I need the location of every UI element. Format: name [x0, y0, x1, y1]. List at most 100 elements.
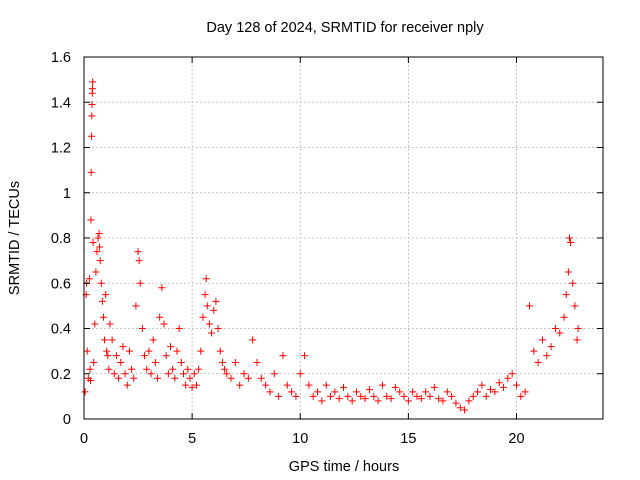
data-point	[574, 325, 582, 332]
data-point	[115, 374, 123, 382]
data-point	[141, 352, 149, 360]
data-point	[370, 392, 378, 400]
data-point	[465, 397, 473, 405]
data-point	[123, 381, 131, 389]
data-point	[573, 336, 581, 344]
data-point	[88, 85, 96, 93]
data-point	[383, 392, 391, 400]
data-point	[160, 320, 168, 328]
data-point	[169, 365, 177, 373]
y-tick-label: 1.4	[51, 95, 71, 111]
data-point	[83, 347, 91, 355]
data-point	[513, 381, 520, 389]
data-point	[413, 392, 421, 400]
data-point	[309, 392, 317, 400]
data-point	[88, 132, 96, 140]
y-tick-label: 1.2	[51, 141, 71, 157]
data-point	[556, 329, 564, 337]
data-point	[292, 392, 300, 400]
data-point	[201, 291, 209, 299]
data-point	[547, 343, 555, 351]
data-point	[305, 381, 313, 389]
data-point	[327, 392, 335, 400]
data-point	[179, 370, 187, 378]
data-point	[565, 234, 573, 242]
data-point	[560, 313, 568, 321]
data-point	[154, 374, 162, 382]
data-point	[195, 365, 203, 373]
data-point	[551, 325, 559, 332]
data-point	[125, 347, 133, 355]
data-point	[517, 392, 525, 400]
data-point	[95, 229, 103, 237]
data-point	[182, 381, 190, 389]
data-point	[164, 370, 172, 378]
data-point	[474, 388, 482, 396]
data-point	[314, 388, 322, 396]
data-point	[177, 358, 185, 366]
data-point	[121, 370, 129, 378]
data-point	[101, 336, 109, 344]
data-point	[491, 388, 499, 396]
y-tick-label: 0.4	[51, 322, 71, 338]
data-point	[571, 302, 579, 310]
data-point	[495, 379, 503, 387]
data-point	[99, 313, 107, 321]
data-point	[112, 352, 120, 360]
data-point	[149, 336, 157, 344]
data-point	[135, 257, 143, 265]
data-point	[253, 358, 261, 366]
data-point	[119, 343, 127, 351]
data-point	[143, 365, 151, 373]
data-point	[331, 388, 339, 396]
data-point	[117, 358, 125, 366]
y-tick-label: 0.2	[51, 367, 71, 383]
data-point	[275, 392, 283, 400]
data-point	[90, 358, 98, 366]
data-point	[98, 297, 106, 305]
data-point	[487, 386, 495, 394]
data-point	[435, 395, 443, 403]
data-point	[296, 370, 304, 378]
data-point	[130, 374, 138, 382]
data-point	[236, 381, 244, 389]
data-point	[110, 370, 118, 378]
data-point	[378, 381, 386, 389]
data-point	[279, 352, 287, 360]
data-point	[538, 336, 546, 344]
data-point	[335, 395, 343, 403]
data-point	[422, 388, 430, 396]
data-point	[348, 397, 356, 405]
data-point	[352, 388, 360, 396]
data-point	[106, 320, 114, 328]
data-point	[93, 248, 101, 256]
data-point	[461, 406, 469, 414]
data-point	[543, 352, 551, 360]
data-point	[197, 347, 205, 355]
data-point	[567, 239, 575, 247]
data-point	[88, 101, 96, 109]
data-point	[249, 336, 257, 344]
y-tick-label: 0.6	[51, 276, 71, 292]
data-point	[136, 279, 144, 287]
data-point	[91, 320, 99, 328]
x-tick-label: 15	[400, 431, 416, 447]
data-point	[92, 268, 100, 276]
data-point	[147, 370, 155, 378]
y-tick-label: 1.6	[51, 50, 71, 66]
data-point	[132, 302, 140, 310]
data-point	[128, 365, 136, 373]
data-point	[86, 365, 94, 373]
data-point	[469, 392, 477, 400]
data-point	[89, 78, 97, 86]
data-point	[105, 365, 113, 373]
data-point	[387, 395, 395, 403]
data-point	[227, 374, 235, 382]
data-point	[175, 325, 183, 332]
axis-ticks: 0 0.2 0.4 0.6 0.8 1 1.2 1.4 1.6 0 5 10 15 20	[51, 50, 603, 447]
data-point	[94, 234, 102, 242]
data-point	[221, 365, 229, 373]
data-point	[521, 388, 529, 396]
